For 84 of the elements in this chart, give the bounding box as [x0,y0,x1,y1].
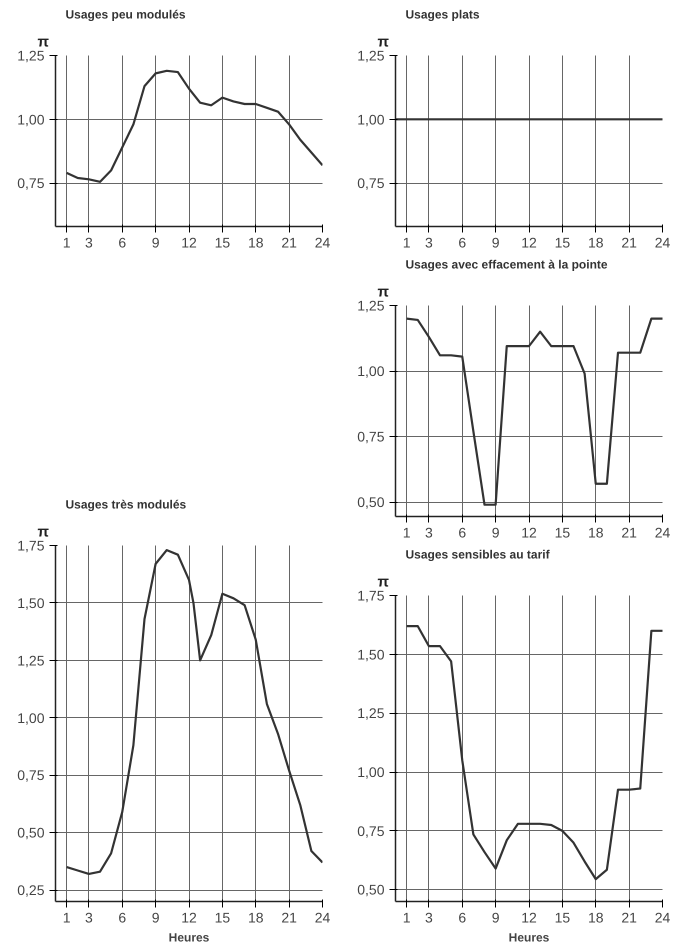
x-tick-label: 3 [424,234,433,250]
x-axis-title: Heures [168,930,210,944]
y-tick-label: 1,75 [17,538,45,554]
x-tick-label: 1 [402,234,411,250]
x-tick-label: 12 [521,234,537,250]
y-tick-label: 1,50 [17,594,45,611]
x-tick-label: 3 [424,910,433,926]
y-tick-label: 0,75 [357,822,385,839]
y-tick-label: 1,00 [357,111,385,128]
x-tick-label: 15 [554,234,570,250]
y-axis-title: π [378,574,390,590]
x-tick-label: 24 [314,234,330,250]
line-series [66,548,322,876]
x-tick-label: 12 [521,524,537,540]
x-tick-label: 24 [654,234,670,250]
x-tick-label: 15 [214,234,230,250]
x-tick-label: 15 [554,910,570,926]
x-tick-label: 24 [314,910,330,926]
x-tick-label: 18 [588,524,604,540]
chart-title: Usages avec effacement à la pointe [406,258,608,272]
x-tick-label: 21 [621,234,638,250]
x-tick-label: 9 [152,234,160,250]
line-series [66,70,322,183]
x-tick-label: 1 [402,910,411,926]
y-tick-label: 0,50 [357,882,385,898]
y-tick-label: 1,25 [357,48,385,64]
y-tick-label: 1,25 [17,652,45,668]
y-tick-label: 0,50 [357,494,385,510]
y-tick-label: 1,00 [357,764,385,780]
x-tick-label: 9 [492,524,500,540]
chart-title: Usages très modulés [66,498,187,512]
x-tick-label: 24 [654,524,670,540]
chart-title: Usages peu modulés [66,8,186,22]
x-tick-label: 9 [492,234,500,250]
x-tick-label: 3 [84,234,93,250]
x-tick-label: 9 [492,910,500,926]
y-tick-label: 0,75 [17,175,45,192]
y-axis-title: π [378,284,390,300]
y-tick-label: 0,75 [357,175,385,192]
x-tick-label: 1 [402,524,411,540]
x-tick-label: 12 [181,234,197,250]
y-tick-label: 1,00 [17,710,45,726]
x-tick-label: 6 [458,910,466,926]
x-tick-label: 1 [62,910,71,926]
y-tick-label: 1,00 [357,363,385,380]
x-tick-label: 18 [248,910,264,926]
x-tick-label: 6 [118,910,126,926]
x-tick-label: 21 [281,910,298,926]
y-tick-label: 1,50 [357,646,385,662]
x-tick-label: 6 [458,234,466,250]
x-tick-label: 21 [621,524,638,540]
y-tick-label: 1,25 [357,298,385,314]
y-tick-label: 1,75 [357,588,385,604]
x-tick-label: 18 [588,234,604,250]
chart-title: Usages plats [406,8,480,22]
x-axis-title: Heures [508,930,550,944]
x-tick-label: 15 [214,910,230,926]
y-tick-label: 0,50 [17,824,45,841]
y-tick-label: 0,75 [357,428,385,445]
y-axis-title: π [378,34,390,50]
y-axis-title: π [38,524,50,540]
line-series [406,625,662,880]
x-tick-label: 12 [181,910,197,926]
y-tick-label: 1,25 [17,48,45,64]
y-tick-label: 0,25 [17,882,45,898]
x-tick-label: 1 [62,234,71,250]
y-tick-label: 1,25 [357,705,385,722]
x-tick-label: 15 [554,524,570,540]
x-tick-label: 12 [521,910,537,926]
x-tick-label: 21 [281,234,298,250]
x-tick-label: 18 [248,234,264,250]
chart-title: Usages sensibles au tarif [406,548,551,562]
y-axis-title: π [38,34,50,50]
x-tick-label: 3 [84,910,93,926]
x-tick-label: 18 [588,910,604,926]
y-tick-label: 1,00 [17,111,45,128]
x-tick-label: 24 [654,910,670,926]
x-tick-label: 9 [152,910,160,926]
x-tick-label: 6 [458,524,466,540]
x-tick-label: 21 [621,910,638,926]
line-series [406,318,662,506]
x-tick-label: 6 [118,234,126,250]
y-tick-label: 0,75 [17,767,45,784]
x-tick-label: 3 [424,524,433,540]
